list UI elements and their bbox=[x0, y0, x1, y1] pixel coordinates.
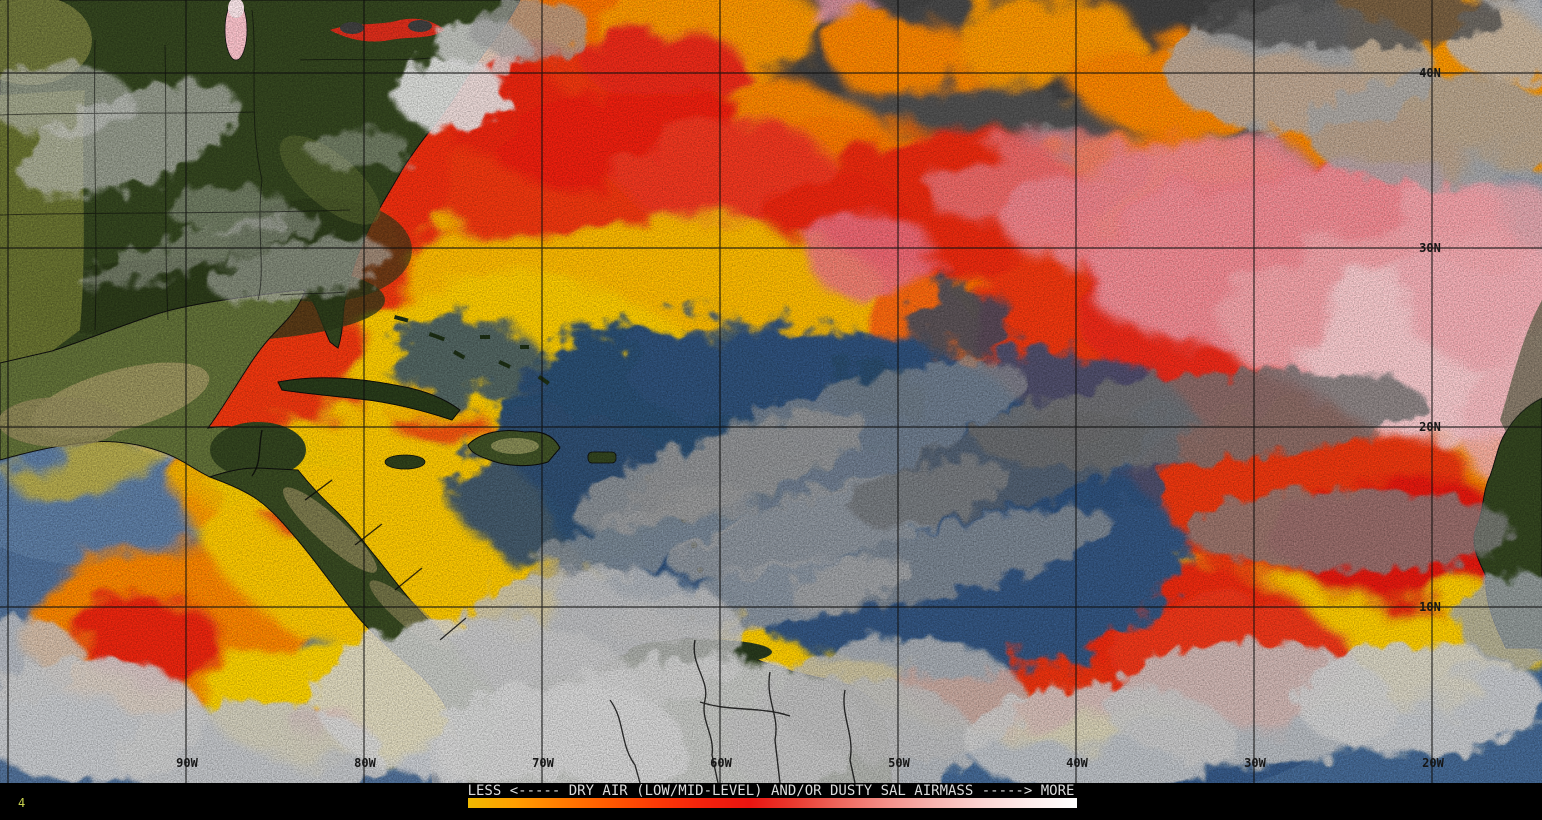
legend-scale-caption: LESS <----- DRY AIR (LOW/MID-LEVEL) AND/… bbox=[467, 783, 1075, 799]
lat-label-30n: 30N bbox=[1419, 241, 1441, 255]
lon-label-70w: 70W bbox=[532, 756, 554, 770]
lon-label-40w: 40W bbox=[1066, 756, 1088, 770]
lat-label-10n: 10N bbox=[1419, 600, 1441, 614]
caption-bar: 4 LESS <----- DRY AIR (LOW/MID-LEVEL) AN… bbox=[0, 783, 1542, 820]
satellite-map: 40N 30N 20N 10N 90W 80W 70W 60W 50W 40W … bbox=[0, 0, 1542, 783]
dry-air-colorbar bbox=[468, 798, 1077, 808]
frame-number: 4 bbox=[18, 796, 26, 810]
lon-label-20w: 20W bbox=[1422, 756, 1444, 770]
satellite-imagery bbox=[0, 0, 1542, 783]
lon-label-80w: 80W bbox=[354, 756, 376, 770]
speckle-overlay bbox=[0, 0, 1542, 783]
lon-label-60w: 60W bbox=[710, 756, 732, 770]
lon-label-30w: 30W bbox=[1244, 756, 1266, 770]
lon-label-90w: 90W bbox=[176, 756, 198, 770]
latlon-grid bbox=[0, 0, 1542, 783]
product-info-line: GOES-EAST: SAHARAN AIR LAYER TRACKING PR… bbox=[420, 809, 1232, 820]
lat-label-40n: 40N bbox=[1419, 66, 1441, 80]
lat-label-20n: 20N bbox=[1419, 420, 1441, 434]
lon-label-50w: 50W bbox=[888, 756, 910, 770]
